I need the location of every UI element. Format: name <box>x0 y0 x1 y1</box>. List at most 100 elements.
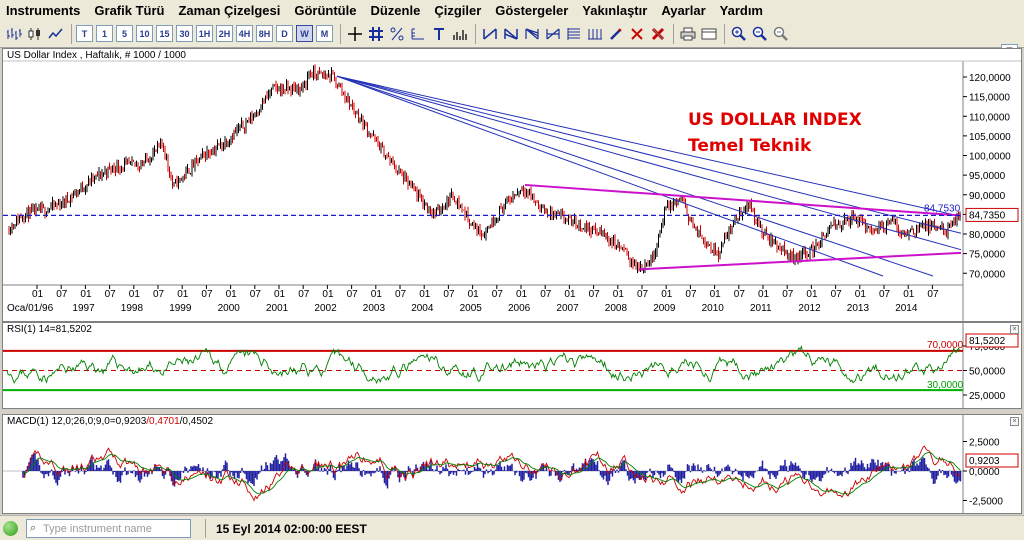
arc-tool-icon[interactable] <box>543 24 562 43</box>
menu-timeframe[interactable]: Zaman Çizelgesi <box>178 2 281 18</box>
print-icon[interactable] <box>678 24 697 43</box>
menu-settings[interactable]: Ayarlar <box>661 2 706 18</box>
delete-all-icon[interactable] <box>648 24 667 43</box>
current-price-tag <box>965 207 1019 222</box>
time-tick-label: 07 <box>782 289 794 300</box>
channel-tool-icon[interactable] <box>501 24 520 43</box>
crosshair-icon[interactable] <box>345 24 364 43</box>
menu-chart-type[interactable]: Grafik Türü <box>94 2 165 18</box>
menu-view[interactable]: Görüntüle <box>294 2 357 18</box>
time-tick-label: 01 <box>758 289 770 300</box>
menu-edit[interactable]: Düzenle <box>370 2 421 18</box>
period-weekly-button[interactable]: W <box>296 25 313 42</box>
time-tick-label: 07 <box>56 289 68 300</box>
time-tick-label: 01 <box>661 289 673 300</box>
rsi-chart-svg: 70,000030,000075,000050,000025,000081,52… <box>3 323 1019 408</box>
price-chart-panel[interactable]: 120,0000 115,0000 110,0000 105,0000 100,0000… <box>2 48 1022 322</box>
time-tick-label: 01 <box>564 289 576 300</box>
instrument-search-input[interactable] <box>43 521 188 536</box>
search-icon: ⌕ <box>30 522 37 534</box>
fibonacci-tool-icon[interactable] <box>564 24 583 43</box>
zoom-in-icon[interactable] <box>729 24 748 43</box>
toolbar-separator <box>475 23 476 44</box>
period-5m-button[interactable]: 5 <box>116 25 133 42</box>
period-8h-button[interactable]: 8H <box>256 25 273 42</box>
rsi-tick-label: 25,0000 <box>969 391 1006 402</box>
zoom-out-icon[interactable] <box>750 24 769 43</box>
menu-zoom[interactable]: Yakınlaştır <box>582 2 648 18</box>
rsi-high-label: 70,0000 <box>927 340 964 351</box>
fan-tool-icon[interactable] <box>522 24 541 43</box>
macd-tick-label: 2,5000 <box>969 438 1000 449</box>
cycle-tool-icon[interactable] <box>585 24 604 43</box>
delete-icon[interactable] <box>627 24 646 43</box>
time-tick-label: 07 <box>492 289 504 300</box>
time-tick-label: 01 <box>322 289 334 300</box>
period-10m-button[interactable]: 10 <box>136 25 153 42</box>
macd-value-label: 0,9203 <box>969 456 1000 467</box>
text-tool-icon[interactable] <box>429 24 448 43</box>
macd-chart-svg: 2,5000 0,0000 -2,5000 0,9203 <box>3 415 1019 513</box>
close-icon[interactable]: × <box>1010 417 1019 426</box>
price-tick-label: 90,0000 <box>969 191 1006 202</box>
candlestick-icon[interactable] <box>25 24 44 43</box>
menu-instruments[interactable]: Instruments <box>6 2 81 18</box>
line-chart-icon[interactable] <box>46 24 65 43</box>
instrument-search[interactable]: ⌕ <box>26 519 191 538</box>
price-chart-svg: 120,0000 115,0000 110,0000 105,0000 100,0000… <box>3 60 1021 321</box>
rsi-low-label: 30,0000 <box>927 380 964 391</box>
toolbar: T 1 5 10 15 30 1H 2H 4H 8H D W M <box>0 20 1024 61</box>
bar-chart-icon[interactable] <box>4 24 23 43</box>
period-1m-button[interactable]: 1 <box>96 25 113 42</box>
channel-upper-line <box>524 183 962 217</box>
period-15m-button[interactable]: 15 <box>156 25 173 42</box>
menu-lines[interactable]: Çizgiler <box>434 2 482 18</box>
period-daily-button[interactable]: D <box>276 25 293 42</box>
macd-panel[interactable]: 2,5000 0,0000 -2,5000 0,9203 MACD(1) 12,0;2… <box>2 414 1022 514</box>
macd-title-hist: /0,4502 <box>179 416 214 427</box>
pencil-tool-icon[interactable] <box>606 24 625 43</box>
time-tick-label: 01 <box>419 289 431 300</box>
zoom-reset-icon[interactable] <box>771 24 790 43</box>
status-divider <box>205 519 206 538</box>
time-tick-label: 01 <box>129 289 141 300</box>
time-tick-label: 01 <box>32 289 44 300</box>
status-bar: ⌕ 15 Eyl 2014 02:00:00 EEST <box>0 515 1024 540</box>
year-label: 2004 <box>411 303 434 314</box>
period-30m-button[interactable]: 30 <box>176 25 193 42</box>
period-2h-button[interactable]: 2H <box>216 25 233 42</box>
trendline-tool-icon[interactable] <box>480 24 499 43</box>
menu-indicators[interactable]: Göstergeler <box>495 2 569 18</box>
percent-icon[interactable] <box>387 24 406 43</box>
time-tick-label: 01 <box>710 289 722 300</box>
time-tick-label: 07 <box>927 289 939 300</box>
period-monthly-button[interactable]: M <box>316 25 333 42</box>
volume-icon[interactable] <box>450 24 469 43</box>
time-tick-label: 07 <box>734 289 746 300</box>
current-price-label: 84,7350 <box>969 210 1006 221</box>
fan-line <box>336 75 962 251</box>
macd-value-tag <box>965 453 1019 468</box>
year-label: 1998 <box>121 303 144 314</box>
grid-icon[interactable] <box>366 24 385 43</box>
time-tick-label: 01 <box>177 289 189 300</box>
rsi-panel[interactable]: 70,000030,000075,000050,000025,000081,52… <box>2 322 1022 409</box>
close-icon[interactable]: × <box>1010 325 1019 334</box>
menu-help[interactable]: Yardım <box>719 2 763 18</box>
rsi-line <box>6 345 961 385</box>
preview-icon[interactable] <box>699 24 718 43</box>
macd-tick-label: -2,5000 <box>969 497 1003 508</box>
period-4h-button[interactable]: 4H <box>236 25 253 42</box>
year-label: 2008 <box>605 303 628 314</box>
scale-icon[interactable] <box>408 24 427 43</box>
year-label: 2005 <box>460 303 483 314</box>
fan-line <box>336 75 934 277</box>
year-label: 2009 <box>653 303 676 314</box>
time-tick-label: 01 <box>516 289 528 300</box>
macd-title-signal: /0,4701 <box>146 416 180 427</box>
period-1h-button[interactable]: 1H <box>196 25 213 42</box>
time-tick-label: 07 <box>153 289 165 300</box>
period-tick-button[interactable]: T <box>76 25 93 42</box>
chart-subheadline: Temel Teknik <box>688 136 812 156</box>
